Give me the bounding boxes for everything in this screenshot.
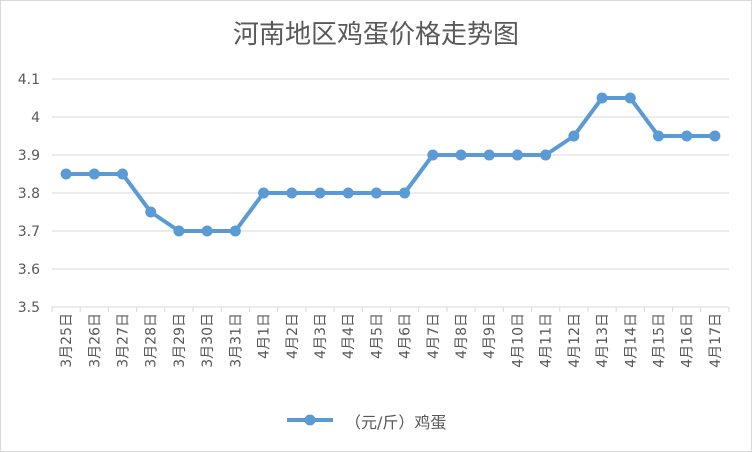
data-point	[709, 130, 721, 142]
data-point	[427, 149, 439, 161]
x-tick-label: 4月13日	[595, 313, 611, 368]
y-tick-label: 4.1	[18, 72, 40, 88]
y-tick-label: 4	[31, 110, 40, 126]
data-point	[117, 168, 129, 180]
series-line	[64, 96, 717, 233]
y-axis-ticks: 3.5 3.6 3.7 3.8 3.9 4 4.1	[18, 72, 40, 316]
data-point	[201, 225, 213, 237]
x-tick-label: 3月27日	[116, 313, 132, 368]
data-point	[286, 187, 298, 199]
data-point	[173, 225, 185, 237]
x-tick-label: 3月29日	[172, 313, 188, 368]
gridlines	[51, 78, 730, 312]
x-tick-label: 4月16日	[680, 313, 696, 368]
x-tick-label: 4月5日	[369, 313, 385, 359]
x-tick-label: 4月12日	[567, 313, 583, 368]
data-point	[370, 187, 382, 199]
data-point	[624, 92, 636, 104]
x-tick-label: 3月28日	[144, 313, 160, 368]
series	[60, 92, 721, 237]
data-point	[455, 149, 467, 161]
x-tick-label: 3月30日	[200, 313, 216, 368]
legend-marker	[287, 414, 333, 426]
data-point	[540, 149, 552, 161]
data-point	[229, 225, 241, 237]
x-tick-label: 4月8日	[454, 313, 470, 359]
data-point	[399, 187, 411, 199]
x-tick-label: 4月4日	[341, 313, 357, 359]
data-point	[258, 187, 270, 199]
x-axis-ticks: 3月25日 3月26日 3月27日 3月28日 3月29日 3月30日 3月31日 4月1日 4…	[59, 313, 724, 368]
legend-label: （元/斤）鸡蛋	[345, 413, 447, 432]
y-tick-label: 3.8	[18, 186, 40, 202]
data-point	[483, 149, 495, 161]
data-point	[652, 130, 664, 142]
x-tick-label: 4月1日	[257, 313, 273, 359]
x-tick-label: 4月2日	[285, 313, 301, 359]
data-point	[88, 168, 100, 180]
y-tick-label: 3.6	[18, 262, 40, 278]
y-tick-label: 3.7	[18, 224, 40, 240]
x-tick-label: 4月14日	[623, 313, 639, 368]
legend-dot	[304, 414, 316, 426]
x-tick-label: 3月31日	[228, 313, 244, 368]
x-tick-label: 4月11日	[539, 313, 555, 368]
data-point	[314, 187, 326, 199]
data-point	[568, 130, 580, 142]
chart-title: 河南地区鸡蛋价格走势图	[232, 20, 519, 50]
data-point	[681, 130, 693, 142]
y-tick-label: 3.9	[18, 148, 40, 164]
y-tick-label: 3.5	[18, 300, 40, 316]
x-tick-label: 4月10日	[510, 313, 526, 368]
x-tick-label: 4月17日	[708, 313, 724, 368]
x-tick-label: 4月3日	[313, 313, 329, 359]
data-point	[342, 187, 354, 199]
x-tick-label: 3月25日	[59, 313, 75, 368]
x-tick-label: 3月26日	[87, 313, 103, 368]
x-tick-label: 4月9日	[482, 313, 498, 359]
x-tick-label: 4月7日	[426, 313, 442, 359]
x-tick-label: 4月6日	[398, 313, 414, 359]
data-point	[145, 206, 157, 218]
data-point	[511, 149, 523, 161]
legend: （元/斤）鸡蛋	[0, 406, 752, 434]
x-tick-label: 4月15日	[651, 313, 667, 368]
data-point	[60, 168, 72, 180]
data-point	[596, 92, 608, 104]
